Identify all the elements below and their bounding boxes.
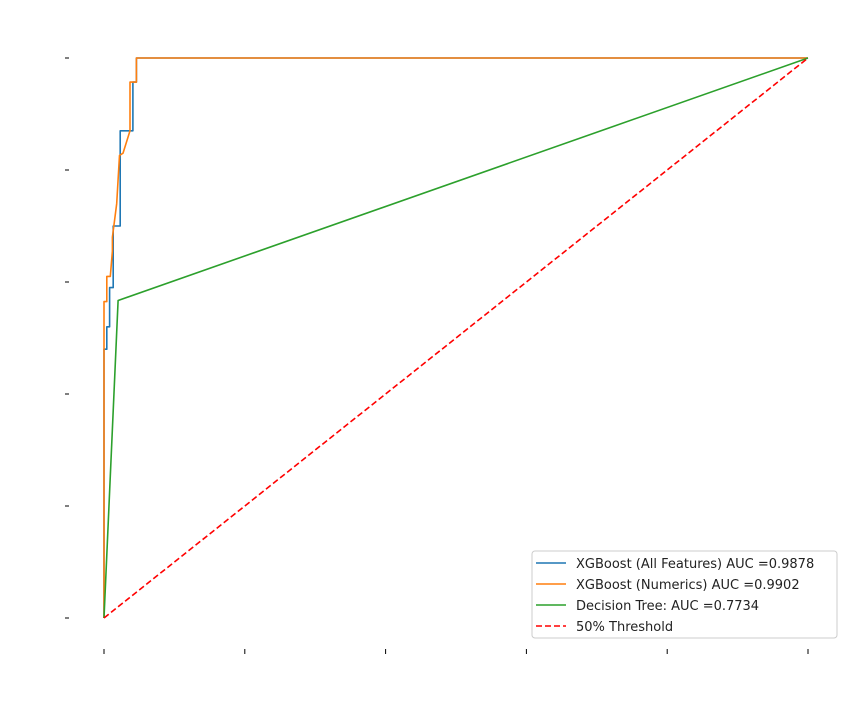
legend-label-1: XGBoost (Numerics) AUC =0.9902 — [576, 578, 800, 593]
legend-box — [531, 550, 838, 639]
x-axis-ticks — [103, 649, 809, 654]
legend-label-2: Decision Tree: AUC =0.7734 — [576, 599, 759, 614]
legend-label-3: 50% Threshold — [576, 620, 673, 635]
series-line-3 — [103, 57, 809, 619]
legend-label-0: XGBoost (All Features) AUC =0.9878 — [576, 557, 814, 572]
plot-lines — [103, 57, 809, 619]
series-line-0 — [103, 57, 808, 618]
y-axis-ticks — [65, 57, 69, 619]
series-line-2 — [103, 57, 809, 619]
legend: XGBoost (All Features) AUC =0.9878 XGBoos… — [531, 550, 838, 639]
series-line-1 — [103, 57, 808, 618]
